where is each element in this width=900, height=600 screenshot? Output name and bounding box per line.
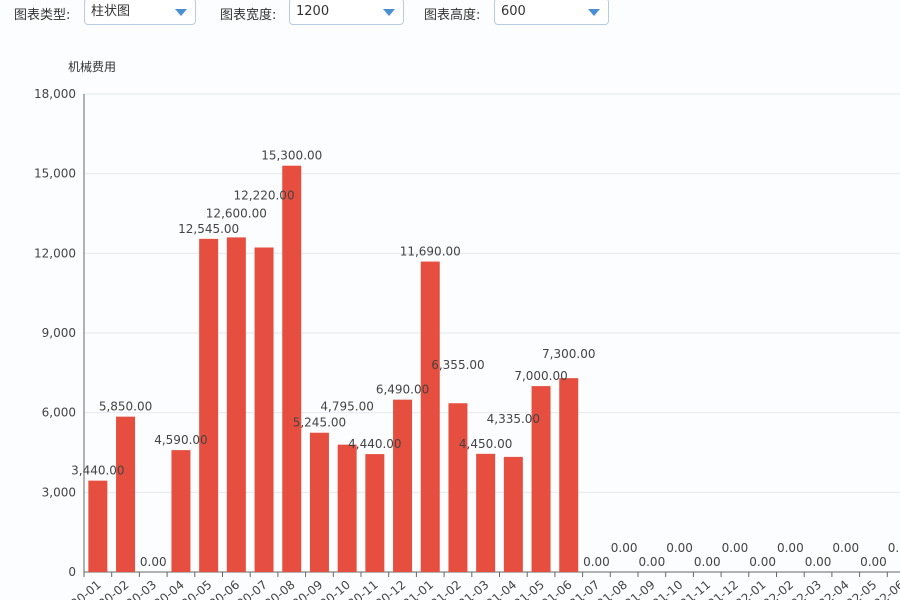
bar [503,456,523,572]
data-label: 6,490.00 [376,383,429,397]
y-tick-label: 15,000 [34,167,76,181]
data-label: 4,440.00 [348,437,401,451]
bar [309,432,329,572]
chart-width-select[interactable]: 1200 [289,0,404,25]
y-tick-label: 12,000 [34,246,76,260]
bar [199,238,219,573]
chart-type-label: 图表类型: [14,8,71,23]
x-tick-label: 2020-01 [56,578,103,600]
chart-height-label: 图表高度: [424,8,481,23]
data-label: 0.00 [666,541,693,555]
data-label: 6,355.00 [431,358,484,372]
data-label: 4,590.00 [154,433,207,447]
chart-type-value: 柱状图 [91,4,131,19]
data-label: 0.00 [140,555,167,569]
data-label: 11,690.00 [400,245,461,259]
bar [171,450,191,572]
bar [88,480,108,572]
y-tick-label: 9,000 [42,326,76,340]
y-tick-label: 0 [68,565,76,579]
data-label: 0.00 [749,555,776,569]
y-tick-label: 18,000 [34,87,76,101]
bar [476,453,496,572]
data-label: 0.00 [722,541,749,555]
data-label: 4,335.00 [487,412,540,426]
y-tick-label: 6,000 [42,406,76,420]
data-label: 0.00 [888,541,900,555]
bar [254,247,274,573]
data-label: 12,545.00 [178,222,239,236]
data-label: 0.00 [860,555,887,569]
data-label: 0.00 [694,555,721,569]
data-label: 0.00 [583,555,610,569]
data-label: 0.00 [777,541,804,555]
bar [420,261,440,572]
data-label: 0.00 [805,555,832,569]
bar [226,237,246,572]
y-tick-label: 3,000 [42,485,76,499]
data-label: 4,450.00 [459,437,512,451]
chart-type-select[interactable]: 柱状图 [84,0,196,25]
data-label: 0.00 [638,555,665,569]
data-label: 3,440.00 [71,464,124,478]
chevron-down-icon [588,9,600,16]
chevron-down-icon [383,9,395,16]
chart-width-value: 1200 [296,4,330,19]
bar [337,444,357,572]
bar [365,454,385,572]
bar [282,165,302,572]
data-label: 12,220.00 [234,188,295,202]
chart-width-label: 图表宽度: [220,8,277,23]
bar [559,378,579,572]
data-label: 5,850.00 [99,400,152,414]
data-label: 15,300.00 [261,149,322,163]
data-label: 7,000.00 [514,369,567,383]
bar [116,416,136,572]
data-label: 4,795.00 [320,400,373,414]
bar [531,386,551,572]
bar [448,403,468,572]
data-label: 0.00 [611,541,638,555]
data-label: 5,245.00 [293,416,346,430]
bar [393,399,413,572]
data-label: 0.00 [832,541,859,555]
data-label: 7,300.00 [542,347,595,361]
chart-height-select[interactable]: 600 [494,0,609,25]
data-label: 12,600.00 [206,206,267,220]
chart-height-value: 600 [501,4,526,19]
y-axis-title: 机械费用 [68,59,116,74]
chevron-down-icon [175,9,187,16]
